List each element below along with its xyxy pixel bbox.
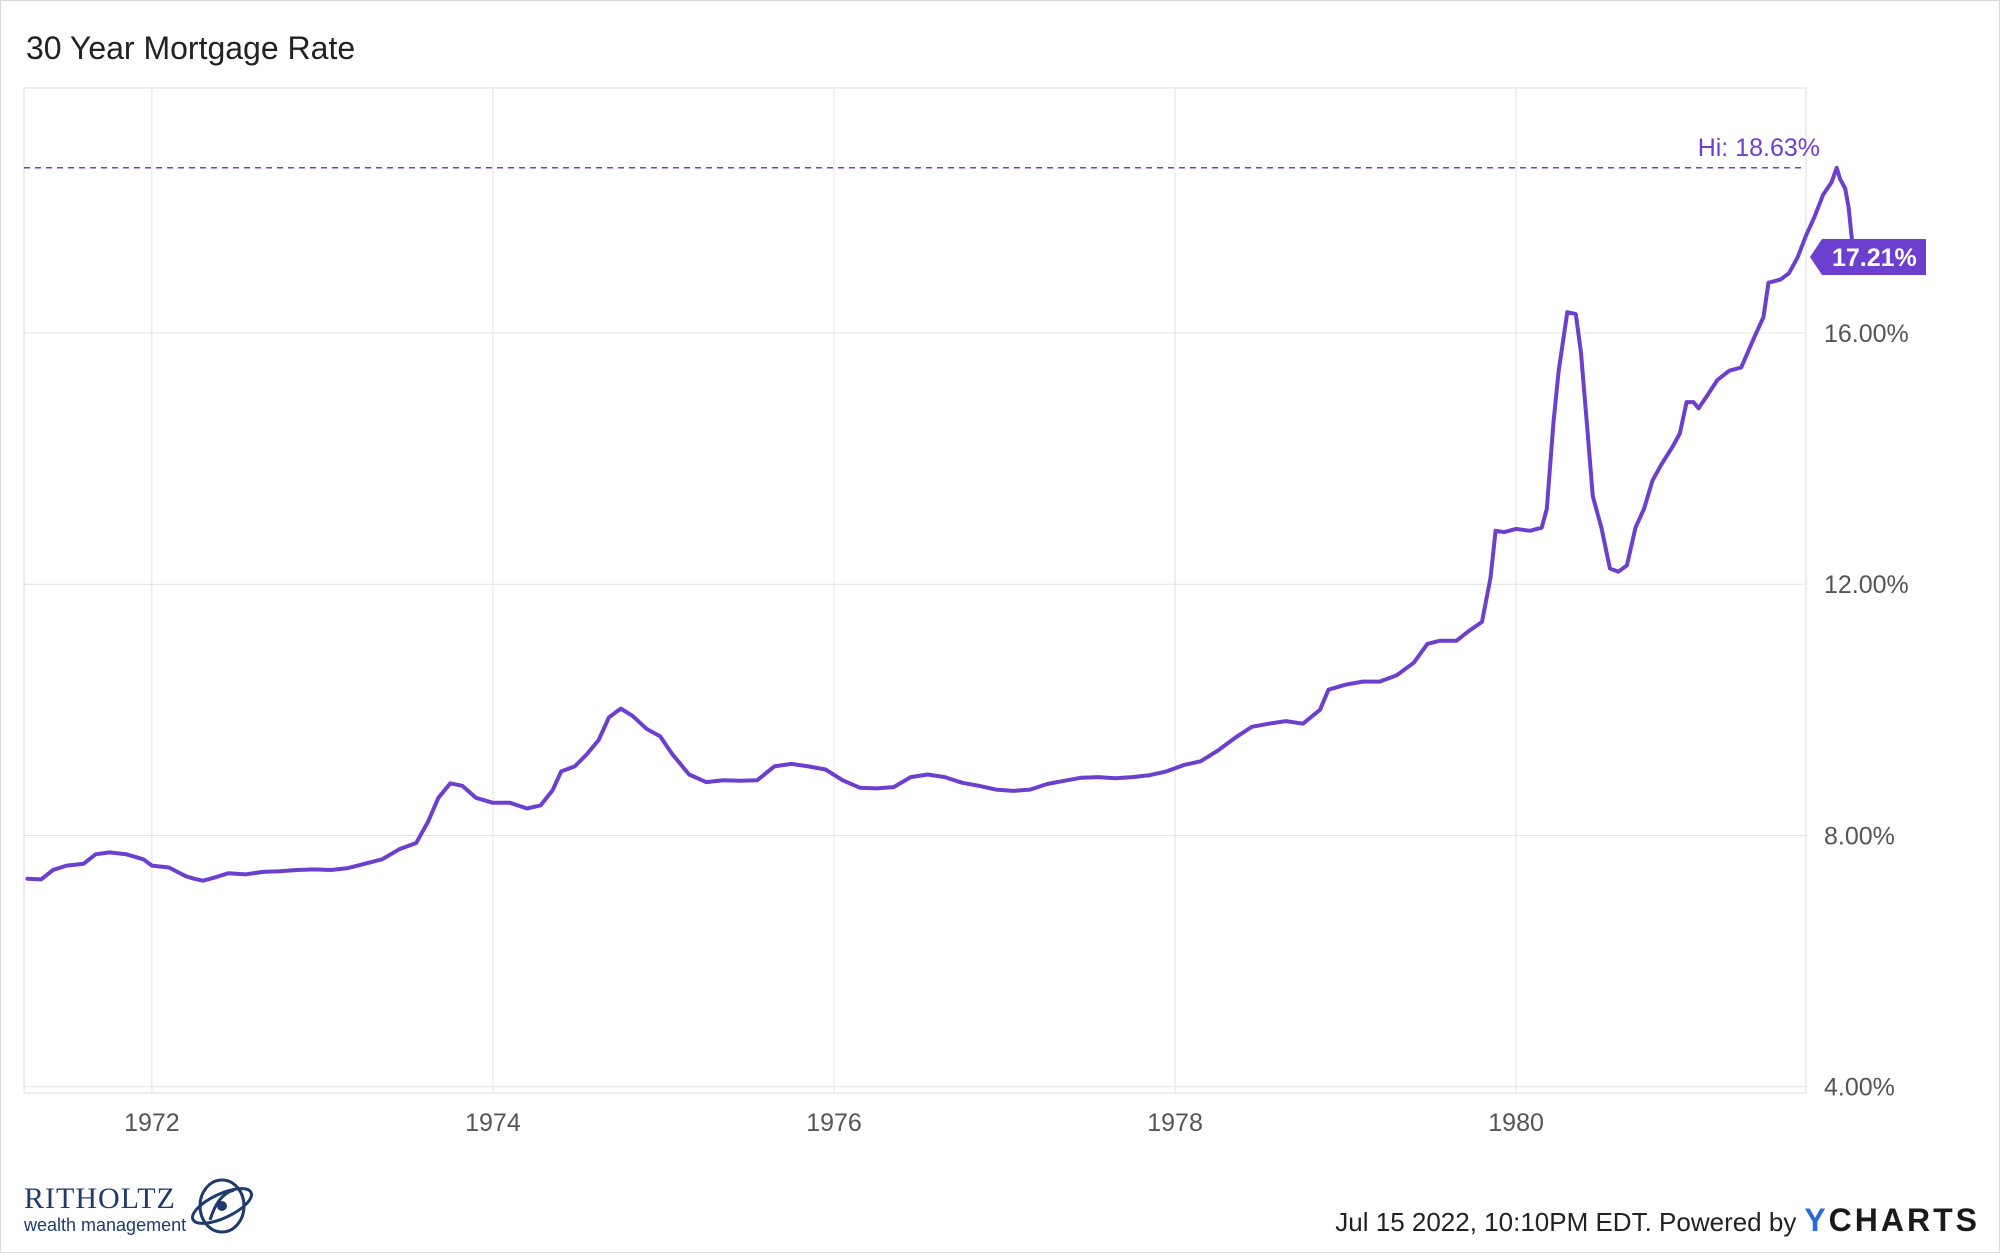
y-tick-label: 12.00% bbox=[1824, 571, 1909, 599]
x-tick-label: 1978 bbox=[1147, 1109, 1203, 1137]
annotation-layer: Hi: 18.63% 17.21% bbox=[24, 134, 1926, 275]
ycharts-logo[interactable]: YCHARTS bbox=[1804, 1202, 1980, 1239]
y-tick-label: 8.00% bbox=[1824, 822, 1895, 850]
last-value-badge bbox=[1810, 238, 1926, 275]
y-tick-label: 16.00% bbox=[1824, 320, 1909, 348]
ycharts-logo-y: Y bbox=[1804, 1202, 1829, 1238]
x-tick-label: 1972 bbox=[124, 1109, 180, 1137]
footer-timestamp: Jul 15 2022, 10:10PM EDT. Powered by bbox=[1335, 1207, 1797, 1237]
ritholtz-logo: RITHOLTZ wealth management bbox=[24, 1178, 258, 1238]
y-tick-label: 4.00% bbox=[1824, 1074, 1895, 1102]
brand-subtitle: wealth management bbox=[24, 1215, 187, 1235]
x-tick-label: 1974 bbox=[465, 1109, 521, 1137]
grid-layer bbox=[23, 87, 1807, 1094]
globe-emblem-icon bbox=[191, 1178, 254, 1234]
hi-label: Hi: 18.63% bbox=[1698, 134, 1820, 162]
x-tick-label: 1976 bbox=[806, 1109, 862, 1137]
plot-area-border bbox=[23, 87, 1807, 1094]
chart-title: 30 Year Mortgage Rate bbox=[26, 30, 356, 66]
ycharts-logo-rest: CHARTS bbox=[1828, 1202, 1980, 1238]
series-layer bbox=[25, 165, 1856, 883]
x-tick-label: 1980 bbox=[1488, 1109, 1544, 1137]
last-value-label: 17.21% bbox=[1832, 244, 1917, 272]
series-line bbox=[25, 165, 1856, 883]
axis-layer: 4.00% 8.00% 12.00% 16.00% 1972 1974 1976 1978 19… bbox=[124, 320, 1909, 1137]
footer: Jul 15 2022, 10:10PM EDT. Powered by YCH… bbox=[1335, 1202, 1980, 1239]
brand-name: RITHOLTZ bbox=[24, 1182, 176, 1215]
